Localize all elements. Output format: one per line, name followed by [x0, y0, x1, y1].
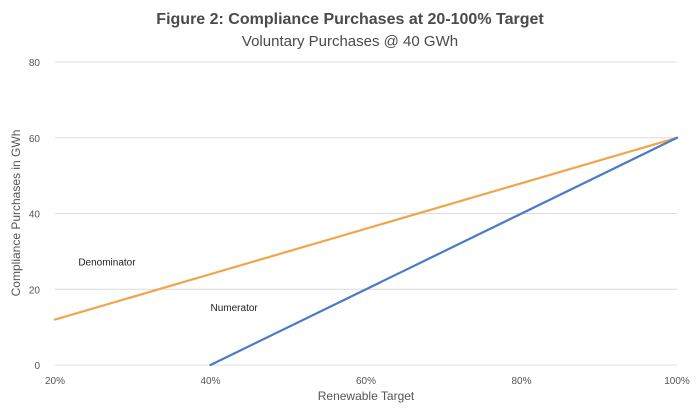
x-tick-label: 100%	[664, 376, 690, 387]
y-tick-label: 60	[29, 134, 41, 145]
tick-labels: 0 20 40 60 80 20% 40% 60% 80% 100%	[29, 58, 690, 387]
chart-subtitle: Voluntary Purchases @ 40 GWh	[242, 33, 458, 50]
annotations: Denominator Numerator	[78, 258, 258, 314]
y-tick-label: 0	[34, 361, 40, 372]
y-tick-label: 40	[29, 210, 41, 221]
x-tick-label: 80%	[511, 376, 531, 387]
x-tick-label: 60%	[356, 376, 376, 387]
x-tick-label: 40%	[200, 376, 220, 387]
y-tick-label: 20	[29, 285, 41, 296]
y-axis-label: Compliance Purchases in GWh	[9, 130, 23, 297]
series-line-denominator	[53, 136, 679, 321]
x-axis-label: Renewable Target	[318, 389, 415, 403]
annotation-denominator: Denominator	[78, 258, 136, 269]
chart-title: Figure 2: Compliance Purchases at 20-100…	[156, 11, 544, 28]
annotation-numerator: Numerator	[211, 303, 259, 314]
series-line-numerator	[209, 136, 679, 367]
series-lines	[53, 136, 679, 367]
y-tick-label: 80	[29, 58, 41, 69]
gridlines	[55, 61, 677, 366]
x-tick-label: 20%	[45, 376, 65, 387]
